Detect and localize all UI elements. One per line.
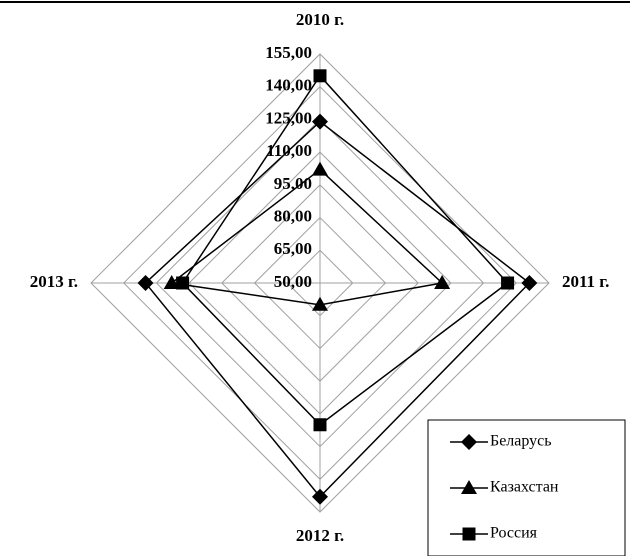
category-label: 2013 г. (30, 272, 78, 291)
marker (176, 276, 190, 290)
r-tick-label: 65,00 (274, 239, 312, 258)
legend-marker (461, 480, 477, 494)
legend-label: Беларусь (490, 433, 552, 450)
category-label: 2010 г. (296, 10, 344, 29)
marker (434, 275, 451, 289)
marker (163, 275, 180, 289)
marker (521, 275, 538, 291)
legend-label: Россия (490, 525, 538, 542)
r-tick-label: 95,00 (274, 174, 312, 193)
marker (312, 161, 328, 176)
marker (312, 113, 328, 130)
series-line (181, 74, 509, 426)
category-label: 2011 г. (562, 272, 609, 291)
legend-marker (461, 434, 477, 450)
r-tick-label: 140,00 (265, 76, 312, 95)
r-tick-label: 155,00 (265, 43, 312, 62)
marker (313, 418, 327, 432)
marker (137, 275, 154, 291)
legend-label: Казахстан (490, 479, 559, 496)
r-tick-label: 125,00 (265, 108, 312, 127)
marker (501, 276, 515, 290)
marker (312, 296, 328, 311)
marker (312, 488, 328, 505)
legend-marker (462, 527, 476, 541)
category-label: 2012 г. (296, 526, 344, 545)
r-tick-label: 50,00 (274, 272, 312, 291)
marker (313, 69, 327, 83)
r-tick-label: 80,00 (274, 206, 312, 225)
